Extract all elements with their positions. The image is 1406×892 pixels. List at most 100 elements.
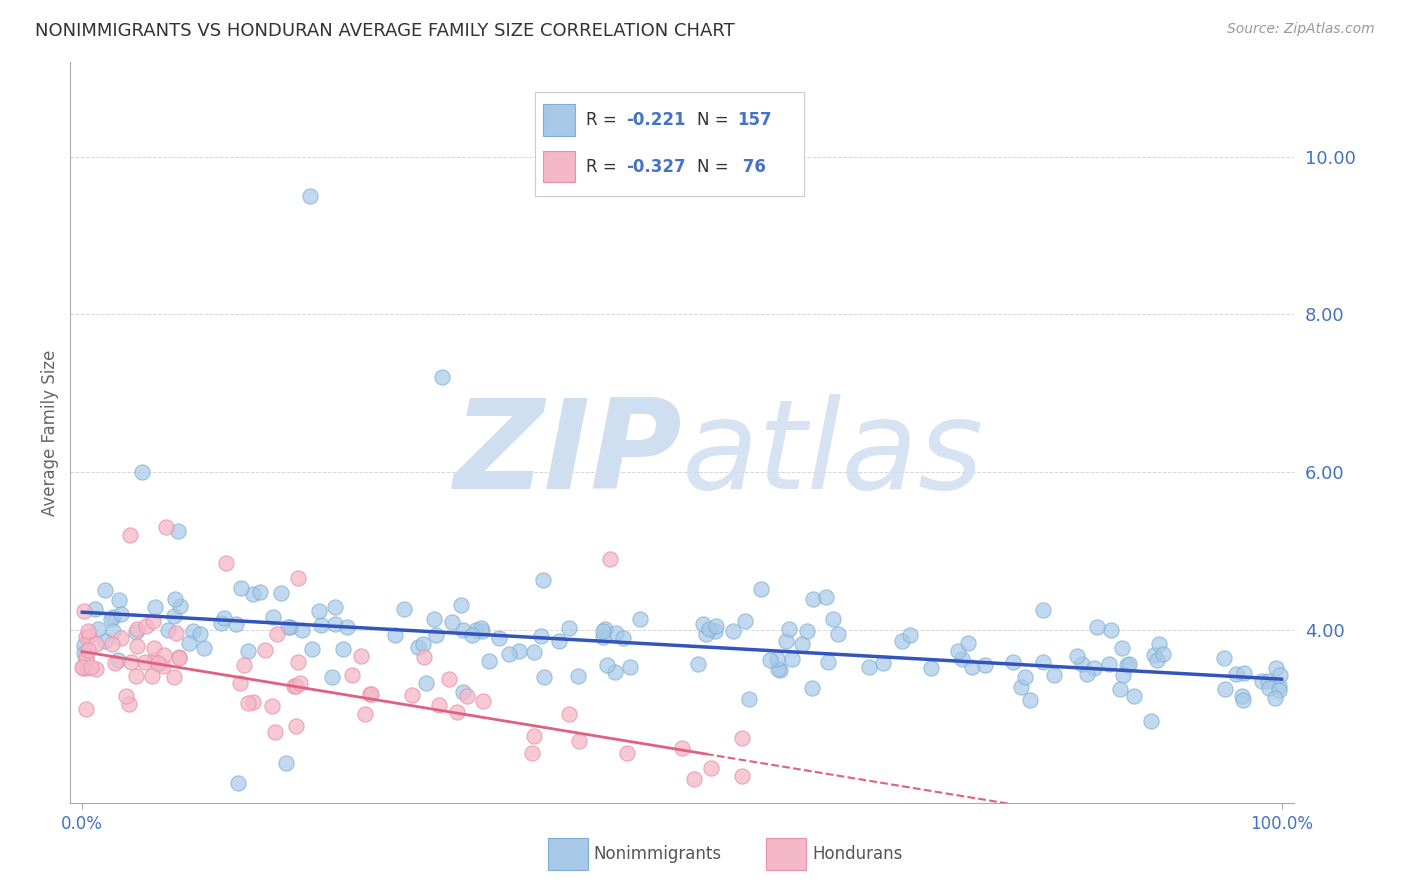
Point [523, 645, 546, 659]
Point [77, 629, 100, 643]
Point [612, 631, 634, 645]
Point [163, 609, 186, 624]
Text: Nonimmigrants: Nonimmigrants [593, 845, 721, 863]
Point [1043, 668, 1066, 682]
Point [704, 624, 727, 638]
Point [858, 660, 880, 674]
Point [695, 627, 717, 641]
Point [415, 675, 437, 690]
Point [766, 662, 789, 676]
Point [1146, 653, 1168, 667]
Point [956, 636, 979, 650]
Y-axis label: Average Family Size: Average Family Size [41, 350, 59, 516]
Point [120, 528, 142, 542]
Point [523, 730, 546, 744]
Point [229, 676, 252, 690]
Point [758, 653, 780, 667]
Point [177, 636, 200, 650]
Point [412, 637, 434, 651]
Point [253, 643, 276, 657]
Point [270, 585, 292, 599]
Point [155, 520, 177, 534]
Point [360, 687, 382, 701]
Point [686, 657, 709, 672]
Point [488, 631, 510, 645]
Point [384, 628, 406, 642]
Point [288, 675, 311, 690]
Point [423, 612, 446, 626]
Point [427, 698, 450, 713]
Point [1268, 683, 1291, 698]
Point [568, 733, 591, 747]
Point [508, 644, 530, 658]
Point [212, 611, 235, 625]
Point [145, 600, 167, 615]
Point [110, 607, 132, 621]
Point [93, 633, 115, 648]
Point [430, 370, 453, 384]
Point [169, 599, 191, 613]
Point [264, 724, 287, 739]
Point [100, 637, 122, 651]
Point [1147, 637, 1170, 651]
Point [738, 691, 761, 706]
Point [697, 622, 720, 636]
Point [1268, 668, 1291, 682]
Text: atlas: atlas [682, 394, 984, 516]
Point [1116, 657, 1139, 672]
Point [127, 639, 149, 653]
Point [301, 642, 323, 657]
Point [778, 622, 800, 636]
Point [801, 592, 824, 607]
Point [1233, 666, 1256, 681]
Point [323, 599, 346, 614]
Point [628, 612, 651, 626]
Point [413, 650, 436, 665]
Point [823, 612, 845, 626]
Point [1112, 667, 1135, 681]
Point [167, 650, 190, 665]
Point [284, 719, 307, 733]
Point [796, 624, 818, 639]
Point [232, 657, 254, 672]
Point [242, 695, 264, 709]
Point [75, 650, 97, 665]
Point [1001, 655, 1024, 669]
Point [456, 689, 478, 703]
Point [127, 622, 149, 636]
Point [1108, 681, 1130, 696]
Point [76, 661, 98, 675]
Point [321, 670, 343, 684]
Point [567, 669, 589, 683]
Text: Hondurans: Hondurans [813, 845, 903, 863]
Point [162, 670, 184, 684]
Point [1118, 657, 1140, 672]
Point [277, 620, 299, 634]
Point [309, 618, 332, 632]
Point [80, 659, 103, 673]
Point [520, 746, 543, 760]
Point [440, 615, 463, 629]
Point [266, 627, 288, 641]
Point [1232, 693, 1254, 707]
Point [599, 551, 621, 566]
Point [1213, 682, 1236, 697]
Point [120, 655, 142, 669]
Point [242, 587, 264, 601]
Point [946, 644, 969, 658]
Point [531, 573, 554, 587]
Point [1264, 660, 1286, 674]
Point [700, 761, 723, 775]
Point [592, 624, 614, 638]
Point [464, 623, 486, 637]
Point [236, 643, 259, 657]
Point [1098, 657, 1121, 671]
Point [548, 633, 571, 648]
Point [104, 656, 127, 670]
Point [100, 612, 122, 626]
Point [1143, 648, 1166, 663]
Point [107, 593, 129, 607]
Point [157, 624, 180, 638]
Point [1213, 650, 1236, 665]
Point [766, 651, 789, 665]
